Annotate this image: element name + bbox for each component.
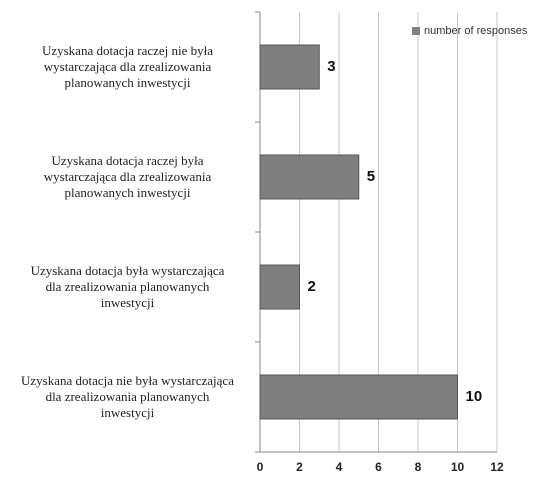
bar [259,154,360,200]
x-tick-label: 12 [490,460,504,474]
bar [259,44,320,90]
y-tick-label: Uzyskana dotacja była wystarczająca dla … [30,263,225,310]
y-tick-label: Uzyskana dotacja nie była wystarczająca … [21,373,234,420]
data-label: 10 [466,388,483,405]
x-tick-label: 4 [336,460,343,474]
x-tick-label: 10 [451,460,465,474]
y-tick-label: Uzyskana dotacja raczej była wystarczają… [43,153,212,200]
y-tick-label: Uzyskana dotacja raczej nie była wystarc… [41,43,214,90]
data-label: 3 [327,58,335,75]
bar [259,264,300,310]
legend-label: number of responses [424,25,528,37]
data-label: 5 [367,168,375,185]
x-tick-label: 2 [296,460,303,474]
bar [259,374,458,420]
data-label: 2 [308,278,316,295]
legend-swatch [412,27,420,35]
x-tick-label: 0 [257,460,264,474]
x-tick-label: 8 [415,460,422,474]
x-tick-label: 6 [375,460,382,474]
